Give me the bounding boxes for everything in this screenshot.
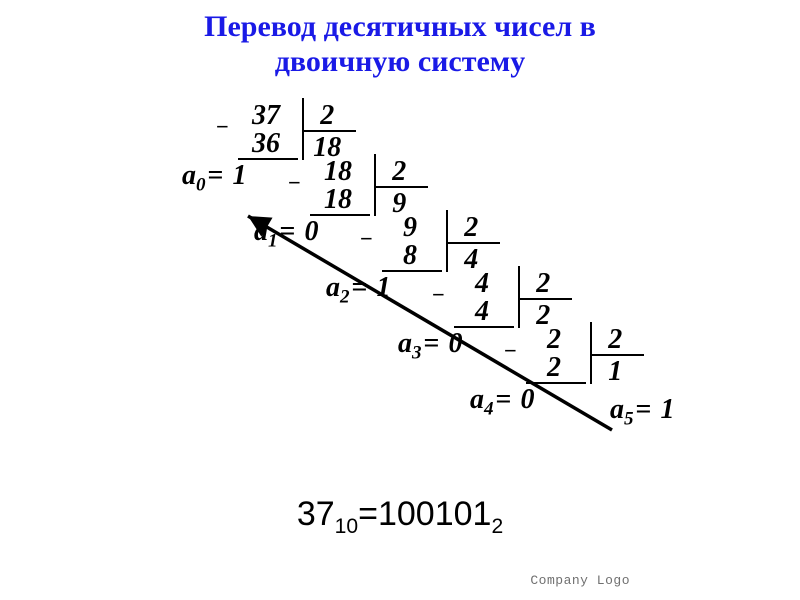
page-title: Перевод десятичных чисел в двоичную сист…: [0, 10, 800, 79]
result-equals: =: [358, 495, 378, 533]
result-lhs: 37: [297, 495, 335, 533]
title-line2: двоичную систему: [275, 45, 526, 78]
read-direction-arrow: [230, 100, 670, 440]
result-equation: 3710=1001012: [0, 495, 800, 539]
company-logo: Company Logo: [530, 573, 630, 588]
minus-sign: −: [216, 114, 229, 140]
division-diagram: 372−36a0= 118182−18a1= 0992−8a2= 1442−4a…: [230, 100, 670, 440]
result-rhs: 100101: [378, 495, 491, 533]
result-lhs-sub: 10: [335, 515, 358, 538]
title-line1: Перевод десятичных чисел в: [204, 10, 596, 43]
result-rhs-sub: 2: [491, 515, 503, 538]
